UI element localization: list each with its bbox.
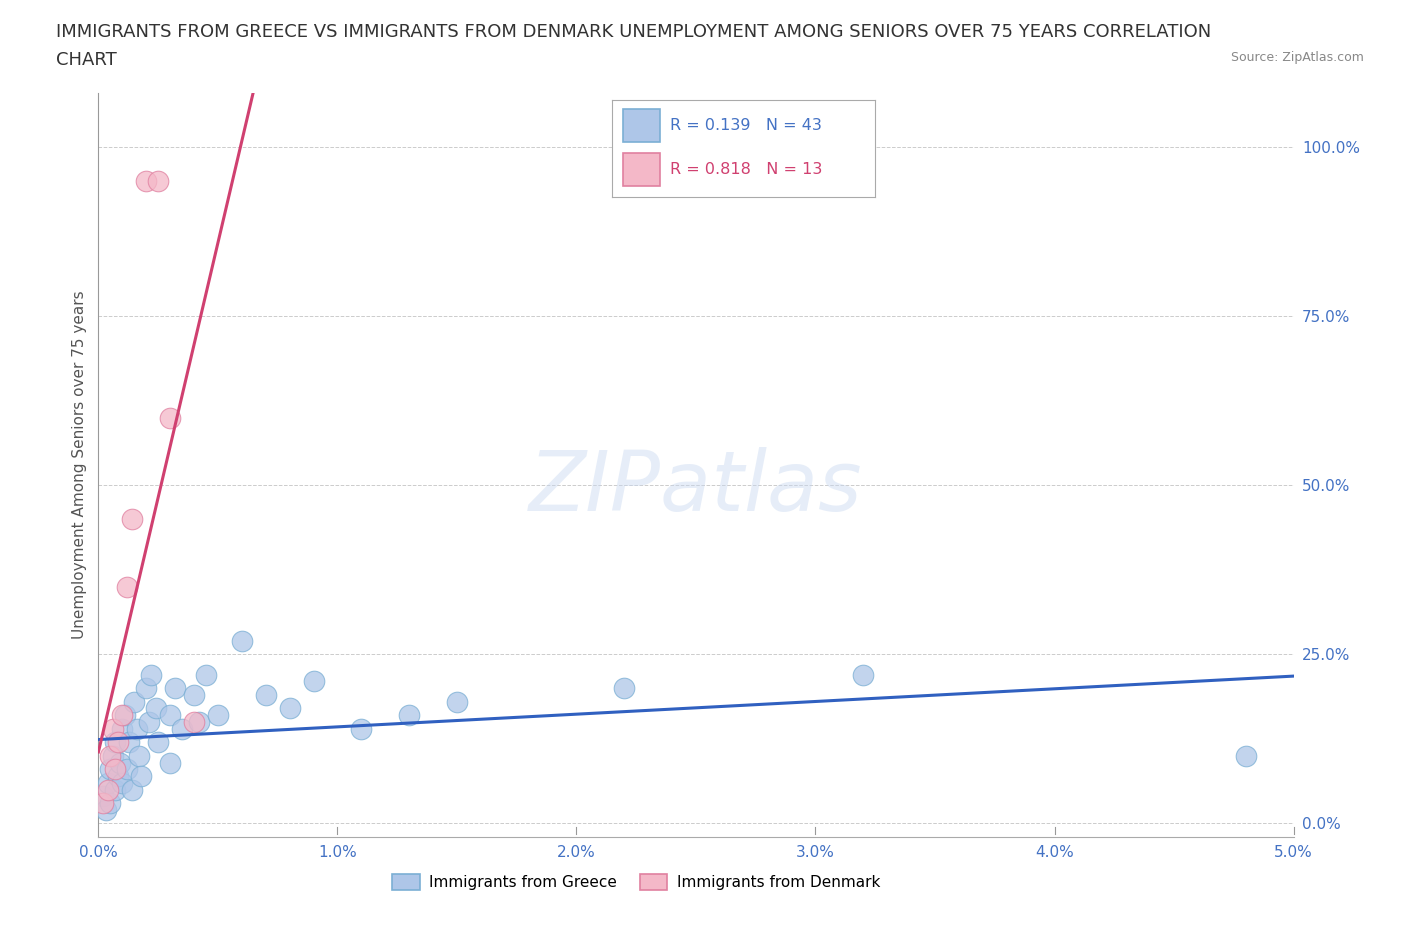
Point [159, 708, 181, 723]
Point [183, 714, 205, 729]
Point [131, 769, 153, 784]
Point [138, 714, 160, 729]
Point [91, 796, 114, 811]
Point [91, 789, 114, 804]
Point [128, 749, 150, 764]
Point [187, 714, 209, 729]
Point [852, 667, 875, 682]
Point [94, 803, 117, 817]
Point [101, 749, 124, 764]
Point [350, 722, 373, 737]
Point [231, 633, 253, 648]
Point [1234, 749, 1257, 764]
Point [278, 701, 301, 716]
Legend: Immigrants from Greece, Immigrants from Denmark: Immigrants from Greece, Immigrants from … [387, 868, 886, 897]
Point [613, 681, 636, 696]
Point [159, 755, 181, 770]
Point [97, 782, 120, 797]
Point [114, 708, 136, 723]
Point [111, 776, 134, 790]
Point [125, 722, 148, 737]
Point [104, 782, 127, 797]
Point [121, 782, 143, 797]
Point [183, 687, 205, 702]
Point [148, 174, 170, 189]
Point [111, 708, 134, 723]
Point [135, 681, 157, 696]
Point [139, 667, 162, 682]
Y-axis label: Unemployment Among Seniors over 75 years: Unemployment Among Seniors over 75 years [72, 291, 87, 639]
Point [121, 512, 143, 526]
Point [104, 735, 127, 750]
Point [97, 776, 120, 790]
Point [98, 749, 122, 764]
Point [115, 762, 138, 777]
Point [104, 762, 127, 777]
Point [108, 755, 131, 770]
Point [107, 769, 129, 784]
Point [118, 735, 141, 750]
Point [195, 667, 218, 682]
Text: ZIPatlas: ZIPatlas [529, 446, 863, 528]
Text: Source: ZipAtlas.com: Source: ZipAtlas.com [1230, 51, 1364, 64]
Point [398, 708, 420, 723]
Text: CHART: CHART [56, 51, 117, 69]
Point [115, 579, 138, 594]
Point [159, 410, 181, 425]
Point [446, 695, 468, 710]
Point [145, 701, 167, 716]
Point [107, 735, 129, 750]
Point [98, 762, 122, 777]
Point [111, 722, 134, 737]
Point [101, 722, 124, 737]
Text: IMMIGRANTS FROM GREECE VS IMMIGRANTS FROM DENMARK UNEMPLOYMENT AMONG SENIORS OVE: IMMIGRANTS FROM GREECE VS IMMIGRANTS FRO… [56, 23, 1212, 41]
Point [163, 681, 186, 696]
Point [98, 796, 122, 811]
Point [148, 735, 170, 750]
Point [254, 687, 277, 702]
Point [124, 695, 146, 710]
Point [172, 722, 194, 737]
Point [135, 174, 157, 189]
Point [207, 708, 229, 723]
Point [302, 674, 325, 689]
